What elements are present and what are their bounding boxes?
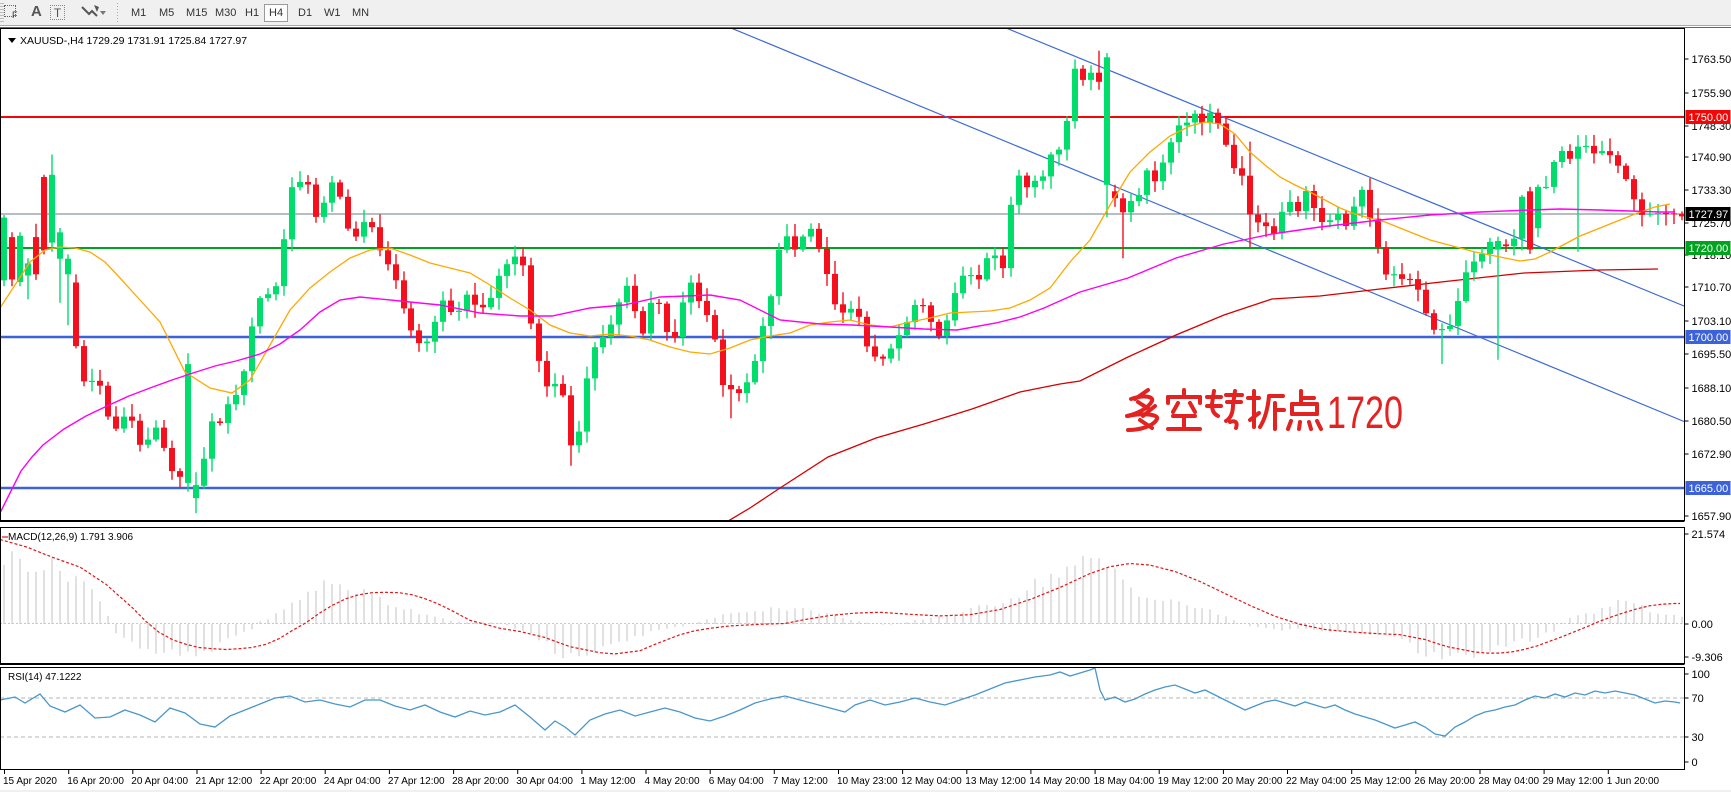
svg-text:1672.90: 1672.90 (1692, 449, 1731, 461)
svg-text:1750.00: 1750.00 (1689, 112, 1729, 124)
svg-text:1740.90: 1740.90 (1692, 152, 1731, 164)
svg-text:1 Jun 20:00: 1 Jun 20:00 (1607, 776, 1660, 787)
svg-text:1763.50: 1763.50 (1692, 54, 1731, 66)
svg-text:21.574: 21.574 (1692, 529, 1726, 541)
svg-text:20 Apr 04:00: 20 Apr 04:00 (131, 776, 188, 787)
svg-text:27 Apr 12:00: 27 Apr 12:00 (388, 776, 445, 787)
svg-text:26 May 20:00: 26 May 20:00 (1414, 776, 1475, 787)
svg-text:6 May 04:00: 6 May 04:00 (709, 776, 764, 787)
svg-text:1688.10: 1688.10 (1692, 383, 1731, 395)
svg-text:20 May 20:00: 20 May 20:00 (1222, 776, 1283, 787)
svg-text:25 May 12:00: 25 May 12:00 (1350, 776, 1411, 787)
svg-text:1 May 12:00: 1 May 12:00 (580, 776, 635, 787)
svg-text:100: 100 (1692, 669, 1710, 681)
svg-text:28 Apr 20:00: 28 Apr 20:00 (452, 776, 509, 787)
svg-text:10 May 23:00: 10 May 23:00 (837, 776, 898, 787)
svg-text:19 May 12:00: 19 May 12:00 (1158, 776, 1219, 787)
svg-text:-9.306: -9.306 (1692, 652, 1723, 664)
svg-text:28 May 04:00: 28 May 04:00 (1479, 776, 1540, 787)
svg-text:1720: 1720 (1327, 387, 1403, 438)
svg-text:30: 30 (1692, 732, 1704, 744)
svg-text:1657.90: 1657.90 (1692, 511, 1731, 523)
svg-text:13 May 12:00: 13 May 12:00 (965, 776, 1026, 787)
svg-text:16 Apr 20:00: 16 Apr 20:00 (67, 776, 124, 787)
svg-text:1727.97: 1727.97 (1689, 209, 1729, 221)
svg-text:1680.50: 1680.50 (1692, 416, 1731, 428)
svg-text:0: 0 (1692, 757, 1698, 769)
svg-text:22 Apr 20:00: 22 Apr 20:00 (260, 776, 317, 787)
svg-text:0.00: 0.00 (1692, 619, 1713, 631)
svg-text:MACD(12,26,9) 1.791 3.906: MACD(12,26,9) 1.791 3.906 (8, 532, 134, 543)
svg-text:12 May 04:00: 12 May 04:00 (901, 776, 962, 787)
svg-text:1703.10: 1703.10 (1692, 316, 1731, 328)
svg-text:1695.50: 1695.50 (1692, 349, 1731, 361)
svg-text:1700.00: 1700.00 (1689, 332, 1729, 344)
svg-text:RSI(14) 47.1222: RSI(14) 47.1222 (8, 672, 82, 683)
svg-text:1755.90: 1755.90 (1692, 88, 1731, 100)
svg-text:29 May 12:00: 29 May 12:00 (1543, 776, 1604, 787)
svg-text:18 May 04:00: 18 May 04:00 (1094, 776, 1155, 787)
svg-text:1720.00: 1720.00 (1689, 243, 1729, 255)
svg-text:70: 70 (1692, 693, 1704, 705)
svg-text:XAUUSD-,H4 1729.29 1731.91 17: XAUUSD-,H4 1729.29 1731.91 1725.84 1727.… (20, 35, 247, 47)
svg-text:24 Apr 04:00: 24 Apr 04:00 (324, 776, 381, 787)
svg-text:14 May 20:00: 14 May 20:00 (1029, 776, 1090, 787)
svg-text:22 May 04:00: 22 May 04:00 (1286, 776, 1347, 787)
svg-text:21 Apr 12:00: 21 Apr 12:00 (196, 776, 253, 787)
svg-text:1733.30: 1733.30 (1692, 185, 1731, 197)
svg-text:30 Apr 04:00: 30 Apr 04:00 (516, 776, 573, 787)
svg-text:15 Apr 2020: 15 Apr 2020 (3, 776, 57, 787)
svg-text:7 May 12:00: 7 May 12:00 (773, 776, 828, 787)
svg-text:1665.00: 1665.00 (1689, 483, 1729, 495)
svg-text:1710.70: 1710.70 (1692, 282, 1731, 294)
svg-text:4 May 20:00: 4 May 20:00 (645, 776, 700, 787)
